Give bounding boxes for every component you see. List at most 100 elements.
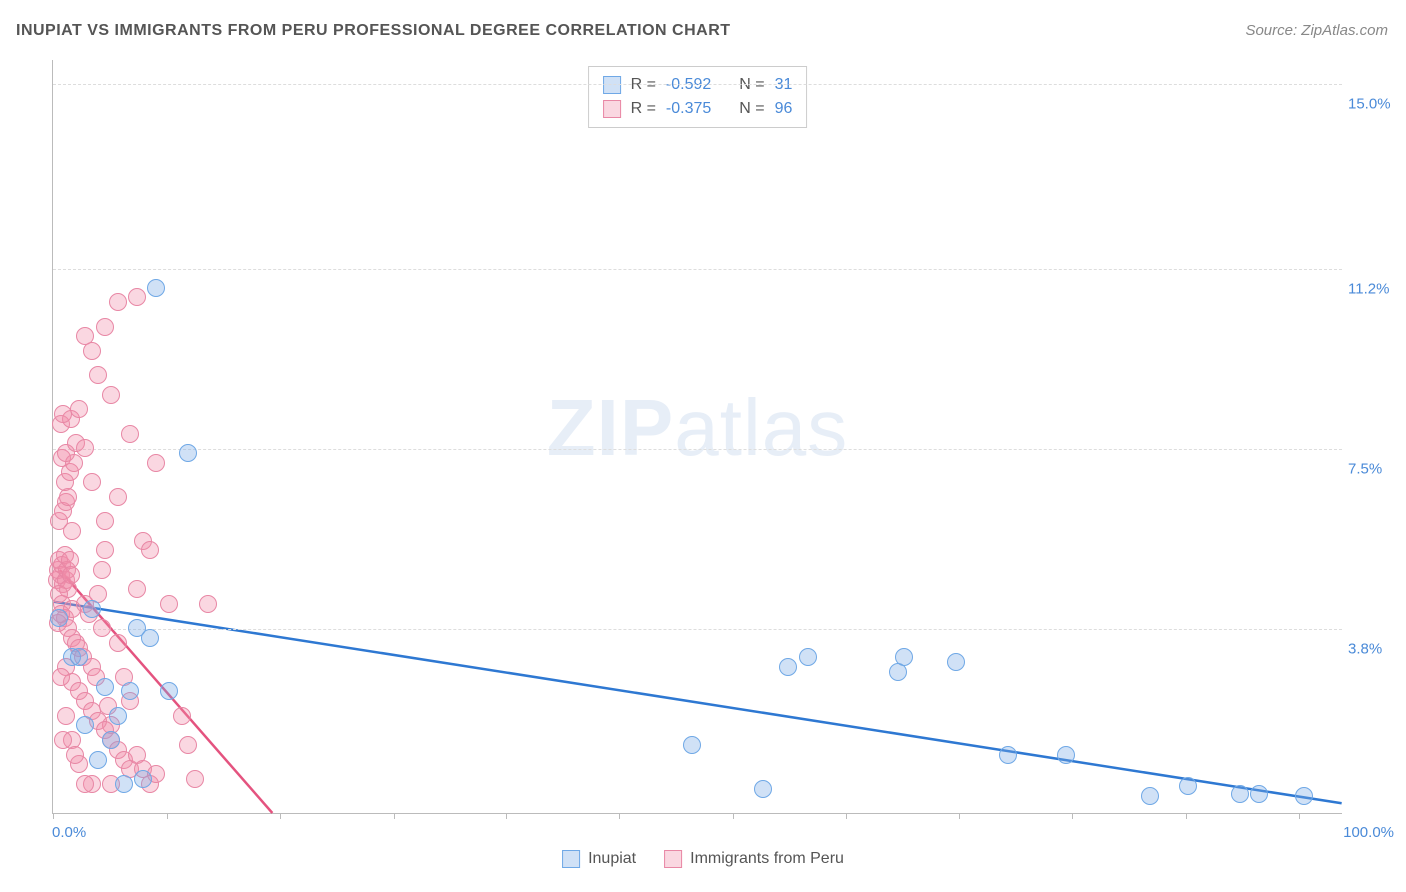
scatter-point bbox=[121, 425, 139, 443]
scatter-point bbox=[96, 678, 114, 696]
n-label: N = bbox=[739, 97, 764, 121]
scatter-point bbox=[109, 634, 127, 652]
n-value: 96 bbox=[775, 97, 793, 121]
scatter-point bbox=[799, 648, 817, 666]
scatter-point bbox=[70, 400, 88, 418]
scatter-point bbox=[76, 327, 94, 345]
grid-line bbox=[53, 84, 1342, 85]
scatter-point bbox=[947, 653, 965, 671]
r-value: -0.375 bbox=[666, 97, 711, 121]
scatter-point bbox=[63, 522, 81, 540]
legend-item: Immigrants from Peru bbox=[664, 850, 844, 868]
scatter-point bbox=[93, 561, 111, 579]
scatter-point bbox=[76, 439, 94, 457]
y-right-tick-label: 3.8% bbox=[1348, 641, 1400, 658]
r-label: R = bbox=[631, 97, 656, 121]
scatter-point bbox=[102, 731, 120, 749]
correlation-row: R = -0.375 N = 96 bbox=[603, 97, 793, 121]
legend-label: Inupiat bbox=[588, 850, 636, 868]
scatter-point bbox=[66, 746, 84, 764]
scatter-point bbox=[179, 444, 197, 462]
x-tick bbox=[506, 813, 507, 819]
scatter-point bbox=[89, 751, 107, 769]
scatter-point bbox=[83, 600, 101, 618]
scatter-point bbox=[76, 716, 94, 734]
scatter-point bbox=[779, 658, 797, 676]
scatter-point bbox=[141, 541, 159, 559]
scatter-point bbox=[54, 731, 72, 749]
scatter-point bbox=[121, 682, 139, 700]
x-tick bbox=[1299, 813, 1300, 819]
scatter-point bbox=[160, 682, 178, 700]
scatter-point bbox=[128, 288, 146, 306]
y-right-tick-label: 15.0% bbox=[1348, 96, 1400, 113]
scatter-point bbox=[109, 293, 127, 311]
trend-lines-layer bbox=[53, 60, 1342, 813]
scatter-point bbox=[147, 454, 165, 472]
scatter-point bbox=[1179, 777, 1197, 795]
scatter-point bbox=[128, 580, 146, 598]
grid-line bbox=[53, 629, 1342, 630]
scatter-point bbox=[62, 566, 80, 584]
scatter-point bbox=[999, 746, 1017, 764]
scatter-point bbox=[1250, 785, 1268, 803]
scatter-point bbox=[683, 736, 701, 754]
correlation-box: R = -0.592 N = 31 R = -0.375 N = 96 bbox=[588, 66, 808, 128]
x-tick bbox=[53, 813, 54, 819]
legend: Inupiat Immigrants from Peru bbox=[562, 850, 844, 868]
x-tick bbox=[394, 813, 395, 819]
chart-container: INUPIAT VS IMMIGRANTS FROM PERU PROFESSI… bbox=[0, 0, 1406, 892]
x-tick bbox=[1186, 813, 1187, 819]
scatter-point bbox=[52, 668, 70, 686]
scatter-point bbox=[199, 595, 217, 613]
x-tick bbox=[733, 813, 734, 819]
scatter-point bbox=[50, 609, 68, 627]
correlation-swatch-b bbox=[603, 100, 621, 118]
scatter-point bbox=[1231, 785, 1249, 803]
scatter-point bbox=[1295, 787, 1313, 805]
x-tick bbox=[959, 813, 960, 819]
scatter-point bbox=[115, 775, 133, 793]
scatter-point bbox=[57, 707, 75, 725]
scatter-point bbox=[147, 279, 165, 297]
scatter-point bbox=[186, 770, 204, 788]
legend-label: Immigrants from Peru bbox=[690, 850, 844, 868]
scatter-point bbox=[160, 595, 178, 613]
legend-swatch-a bbox=[562, 850, 580, 868]
x-axis-max-label: 100.0% bbox=[1343, 824, 1394, 841]
source-credit: Source: ZipAtlas.com bbox=[1245, 22, 1388, 39]
scatter-point bbox=[754, 780, 772, 798]
scatter-point bbox=[895, 648, 913, 666]
legend-item: Inupiat bbox=[562, 850, 636, 868]
scatter-point bbox=[1057, 746, 1075, 764]
scatter-point bbox=[109, 488, 127, 506]
scatter-point bbox=[96, 541, 114, 559]
x-axis-min-label: 0.0% bbox=[52, 824, 86, 841]
y-right-tick-label: 11.2% bbox=[1348, 281, 1400, 298]
legend-swatch-b bbox=[664, 850, 682, 868]
scatter-point bbox=[134, 770, 152, 788]
scatter-point bbox=[173, 707, 191, 725]
y-right-tick-label: 7.5% bbox=[1348, 461, 1400, 478]
scatter-point bbox=[93, 619, 111, 637]
scatter-point bbox=[83, 473, 101, 491]
scatter-point bbox=[89, 366, 107, 384]
scatter-point bbox=[141, 629, 159, 647]
plot-area: ZIPatlas R = -0.592 N = 31 R = -0.375 N … bbox=[52, 60, 1342, 814]
x-tick bbox=[167, 813, 168, 819]
scatter-point bbox=[102, 386, 120, 404]
grid-line bbox=[53, 269, 1342, 270]
scatter-point bbox=[70, 648, 88, 666]
scatter-point bbox=[1141, 787, 1159, 805]
scatter-point bbox=[76, 775, 94, 793]
scatter-point bbox=[109, 707, 127, 725]
scatter-point bbox=[179, 736, 197, 754]
scatter-point bbox=[96, 318, 114, 336]
trend-line bbox=[53, 602, 1341, 804]
grid-line bbox=[53, 449, 1342, 450]
x-tick bbox=[619, 813, 620, 819]
scatter-point bbox=[96, 512, 114, 530]
chart-title: INUPIAT VS IMMIGRANTS FROM PERU PROFESSI… bbox=[16, 22, 731, 40]
x-tick bbox=[846, 813, 847, 819]
x-tick bbox=[280, 813, 281, 819]
